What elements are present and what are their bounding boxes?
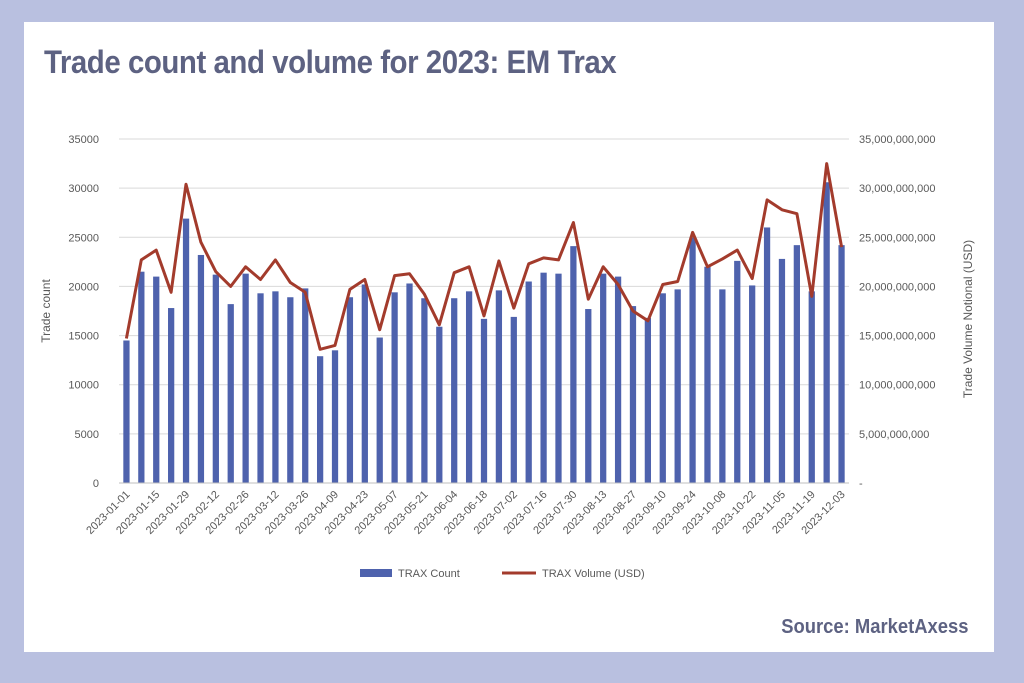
bar xyxy=(451,298,458,483)
y2-tick-label: 25,000,000,000 xyxy=(859,232,935,244)
bar xyxy=(585,309,592,483)
chart-card: Trade count and volume for 2023: EM Trax… xyxy=(24,22,994,652)
y2-tick-label: - xyxy=(859,478,863,490)
bar xyxy=(436,326,443,483)
bar xyxy=(674,289,681,483)
bar xyxy=(689,237,696,483)
y-tick-label: 35000 xyxy=(68,134,99,146)
y2-tick-label: 5,000,000,000 xyxy=(859,429,929,441)
bar xyxy=(123,340,130,483)
y-tick-label: 25000 xyxy=(68,232,99,244)
legend-label-volume: TRAX Volume (USD) xyxy=(542,568,645,580)
bar xyxy=(227,304,234,483)
bar xyxy=(719,289,726,483)
bar xyxy=(540,272,547,483)
bar xyxy=(659,293,666,483)
chart-title: Trade count and volume for 2023: EM Trax xyxy=(44,44,617,80)
bar xyxy=(361,284,368,483)
y2-tick-label: 10,000,000,000 xyxy=(859,380,935,392)
bar xyxy=(629,306,637,483)
bar xyxy=(406,283,413,483)
bar xyxy=(391,292,398,483)
bars-group xyxy=(123,182,845,483)
bar xyxy=(570,246,577,483)
y-axis-title: Trade count xyxy=(39,279,53,343)
bar xyxy=(823,182,830,483)
bar xyxy=(272,291,279,483)
y2-tick-label: 15,000,000,000 xyxy=(859,331,935,343)
bar xyxy=(421,298,428,483)
bar xyxy=(138,271,145,483)
bar xyxy=(808,291,815,483)
bar xyxy=(331,350,339,483)
bar xyxy=(763,227,771,483)
y2-tick-label: 20,000,000,000 xyxy=(859,281,935,293)
bar xyxy=(465,291,473,483)
volume-line xyxy=(124,162,844,351)
bar xyxy=(182,218,190,483)
source-credit: Source: MarketAxess xyxy=(780,616,968,638)
volume-line-group xyxy=(124,162,844,351)
bar xyxy=(242,273,249,483)
legend-swatch-count xyxy=(360,569,392,577)
bar xyxy=(212,274,219,483)
y-tick-label: 5000 xyxy=(75,429,99,441)
bar xyxy=(316,356,324,483)
bar xyxy=(302,288,309,483)
bar xyxy=(734,260,741,483)
bar xyxy=(376,337,383,483)
y2-axis-title: Trade Volume Notional (USD) xyxy=(961,240,975,398)
bar xyxy=(197,254,205,483)
bar xyxy=(555,273,562,483)
bar xyxy=(778,258,786,483)
y-tick-label: 30000 xyxy=(68,183,99,195)
bar xyxy=(644,317,652,483)
bar xyxy=(600,273,607,483)
bar xyxy=(704,266,711,483)
bar xyxy=(153,276,160,483)
bar xyxy=(749,285,756,483)
y-tick-label: 20000 xyxy=(68,281,99,293)
bar xyxy=(510,316,517,483)
y-tick-label: 10000 xyxy=(68,380,99,392)
bar xyxy=(793,245,800,483)
legend-label-count: TRAX Count xyxy=(398,568,460,580)
bar xyxy=(287,297,294,483)
combo-chart: 0 5000 10000 15000 20000 25000 30000 35000 - 5,00… xyxy=(39,134,975,580)
bar xyxy=(614,276,622,483)
bar xyxy=(525,281,532,483)
bar xyxy=(346,297,354,483)
bar xyxy=(838,245,845,483)
bar xyxy=(495,290,503,483)
bar xyxy=(257,293,264,483)
legend: TRAX Count TRAX Volume (USD) xyxy=(360,568,645,580)
y-tick-label: 0 xyxy=(93,478,99,490)
bar xyxy=(480,318,488,483)
bar xyxy=(168,308,175,483)
y2-tick-label: 30,000,000,000 xyxy=(859,183,935,195)
y-tick-label: 15000 xyxy=(68,331,99,343)
y2-tick-label: 35,000,000,000 xyxy=(859,134,935,146)
